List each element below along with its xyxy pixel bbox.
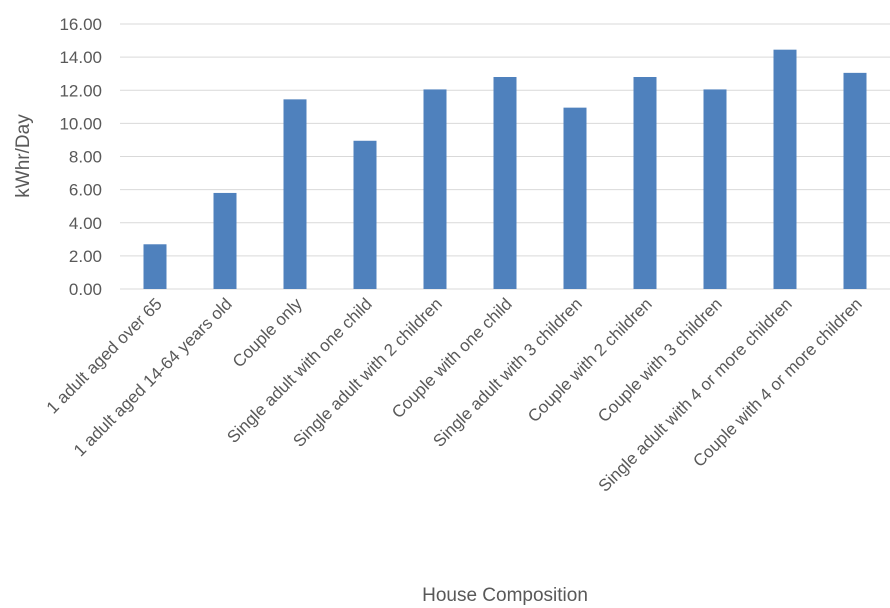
x-tick-label: Single adult with 2 children bbox=[289, 294, 445, 450]
bar bbox=[423, 89, 447, 289]
x-tick-label: Couple with 3 children bbox=[594, 294, 726, 426]
bar bbox=[633, 77, 657, 289]
y-tick-label: 16.00 bbox=[59, 15, 102, 34]
y-axis-tick-labels: 0.00 2.00 4.00 6.00 8.00 10.00 12.00 14.00 16.00 bbox=[59, 15, 102, 299]
bar bbox=[703, 89, 727, 289]
y-tick-label: 6.00 bbox=[69, 181, 102, 200]
bar bbox=[563, 107, 587, 289]
y-tick-label: 10.00 bbox=[59, 114, 102, 133]
bar bbox=[283, 99, 307, 289]
x-tick-label: Single adult with 3 children bbox=[429, 294, 585, 450]
y-tick-label: 4.00 bbox=[69, 214, 102, 233]
bar bbox=[493, 77, 517, 289]
bar bbox=[843, 72, 867, 289]
bar bbox=[773, 49, 797, 289]
x-tick-label: Couple only bbox=[229, 294, 306, 371]
y-tick-label: 12.00 bbox=[59, 81, 102, 100]
y-tick-label: 14.00 bbox=[59, 48, 102, 67]
y-tick-label: 2.00 bbox=[69, 247, 102, 266]
bar bbox=[353, 140, 377, 289]
y-tick-label: 0.00 bbox=[69, 280, 102, 299]
bars bbox=[143, 49, 867, 289]
x-tick-label: Single adult with one child bbox=[223, 294, 375, 446]
x-tick-label: Couple with 2 children bbox=[524, 294, 656, 426]
x-tick-label: 1 adult aged over 65 bbox=[43, 294, 166, 417]
bar bbox=[213, 192, 237, 289]
y-axis-title: kWhr/Day bbox=[13, 114, 34, 198]
x-tick-label: Couple with one child bbox=[388, 294, 516, 422]
bar bbox=[143, 244, 167, 289]
y-tick-label: 8.00 bbox=[69, 148, 102, 167]
x-axis-tick-labels: 1 adult aged over 651 adult aged 14-64 y… bbox=[43, 294, 866, 496]
x-axis-title: House Composition bbox=[422, 585, 588, 606]
